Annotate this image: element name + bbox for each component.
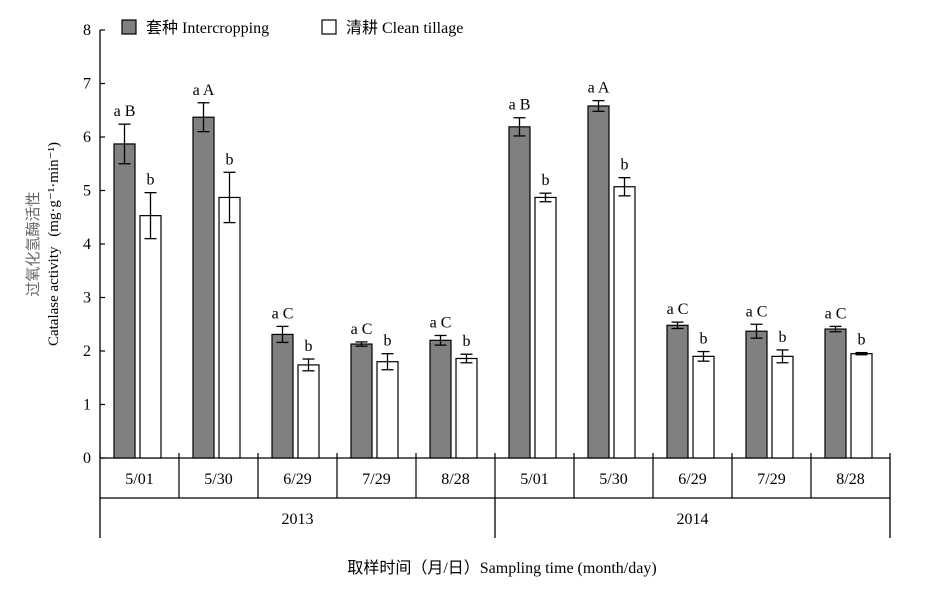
y-tick-label: 5 [83, 183, 91, 200]
significance-label: a C [825, 305, 847, 322]
bar [824, 328, 847, 459]
bar [534, 196, 557, 459]
plot-area: 0 1 2 3 4 5 6 7 8 2013 2014 5/01 5/30 6/29 7/29 8/28 5/0… [83, 22, 891, 538]
legend: 套种 Intercropping 清耕 Clean tillage [121, 19, 463, 37]
significance-label: a C [351, 321, 373, 338]
bar [113, 143, 136, 459]
bar [455, 357, 478, 459]
significance-label: a A [193, 82, 215, 99]
significance-label: a C [272, 305, 294, 322]
y-axis-title-en-text: Catalase activity [46, 246, 62, 346]
legend-label-clean-tillage: 清耕 Clean tillage [346, 19, 463, 37]
bar [771, 355, 794, 459]
significance-label: b [226, 151, 234, 168]
bar [613, 186, 636, 459]
y-tick-label: 6 [83, 129, 91, 146]
y-axis-title-en: Catalase activity (mg·g⁻¹·min⁻¹) [46, 142, 62, 346]
bar [692, 355, 715, 459]
significance-label: b [858, 332, 866, 349]
y-axis-title-cn: 过氧化氢酶活性 [25, 191, 42, 296]
y-tick-label: 8 [83, 22, 91, 39]
group-label: 2013 [282, 511, 314, 528]
x-axis-title: 取样时间（月/日）Sampling time (month/day) [347, 559, 656, 577]
bar [850, 353, 873, 459]
significance-label: b [463, 333, 471, 350]
y-axis-title-unit: (mg·g⁻¹·min⁻¹) [46, 142, 62, 237]
bar [429, 339, 452, 459]
bar [271, 333, 294, 459]
bar [218, 196, 241, 459]
significance-label: b [147, 172, 155, 189]
significance-label: a C [746, 303, 768, 320]
bar [666, 324, 689, 459]
significance-label: b [542, 172, 550, 189]
legend-swatch-clean-tillage [321, 19, 337, 35]
legend-swatch-intercropping [121, 19, 137, 35]
significance-label: a C [667, 301, 689, 318]
significance-label: a B [114, 103, 136, 120]
bar [508, 126, 531, 459]
bar [192, 116, 215, 459]
y-tick-label: 2 [83, 343, 91, 360]
bar [350, 343, 373, 459]
category-label: 7/29 [362, 471, 390, 488]
significance-label: b [700, 331, 708, 348]
significance-label: b [305, 338, 313, 355]
category-label: 6/29 [678, 471, 706, 488]
category-label: 8/28 [441, 471, 469, 488]
y-tick-label: 3 [83, 290, 91, 307]
bar [139, 215, 162, 459]
category-label: 8/28 [836, 471, 864, 488]
y-tick-label: 1 [83, 397, 91, 414]
bar [745, 330, 768, 459]
bar [376, 361, 399, 459]
significance-label: b [384, 333, 392, 350]
significance-label: a B [509, 97, 531, 114]
significance-label: b [779, 329, 787, 346]
category-label: 7/29 [757, 471, 785, 488]
category-label: 5/30 [204, 471, 232, 488]
legend-label-intercropping: 套种 Intercropping [146, 19, 269, 37]
category-label: 6/29 [283, 471, 311, 488]
category-label: 5/01 [125, 471, 153, 488]
y-axis-title: 过氧化氢酶活性 Catalase activity (mg·g⁻¹·min⁻¹) [25, 142, 62, 346]
bar [587, 105, 610, 459]
bar [297, 364, 320, 459]
category-label: 5/01 [520, 471, 548, 488]
significance-label: a C [430, 314, 452, 331]
significance-label: a A [588, 80, 610, 97]
category-label: 5/30 [599, 471, 627, 488]
y-tick-label: 0 [83, 450, 91, 467]
significance-label: b [621, 157, 629, 174]
y-tick-label: 4 [83, 236, 91, 253]
group-label: 2014 [677, 511, 709, 528]
y-tick-label: 7 [83, 76, 91, 93]
